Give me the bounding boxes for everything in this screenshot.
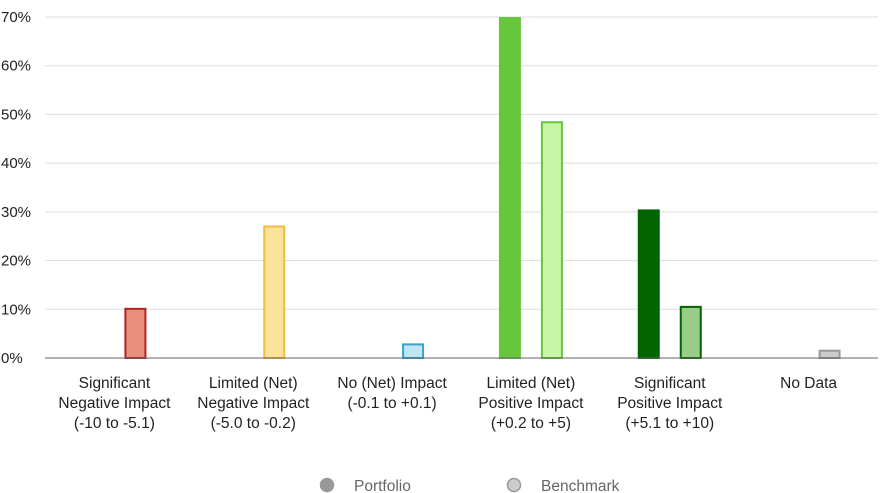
legend-label: Benchmark	[541, 478, 620, 493]
benchmark-bar-5	[818, 349, 841, 359]
legend-marker	[506, 477, 522, 493]
category-label: Significant	[79, 375, 151, 392]
gridlines	[45, 16, 878, 310]
benchmark-bar-4	[679, 305, 702, 359]
legend: Portfolio Benchmark	[319, 477, 620, 493]
benchmark-bar-0	[124, 307, 147, 359]
y-tick-label: 10%	[1, 301, 31, 318]
category-label: (+0.2 to +5)	[491, 415, 571, 432]
category-label: Significant	[634, 375, 706, 392]
bars	[124, 17, 841, 360]
category-label: Limited (Net)	[209, 375, 298, 392]
benchmark-bar-1	[263, 225, 286, 359]
benchmark-bar-3	[540, 121, 563, 360]
x-axis-labels: Significant Negative Impact (-10 to -5.1) L…	[58, 375, 837, 432]
y-tick-label: 60%	[1, 58, 31, 75]
category-label: Limited (Net)	[487, 375, 576, 392]
benchmark-bar-2	[402, 343, 425, 359]
category-label: Negative Impact	[197, 395, 310, 412]
y-tick-label: 70%	[1, 9, 31, 26]
category-label: Positive Impact	[478, 395, 584, 412]
y-tick-label: 40%	[1, 155, 31, 172]
category-label: (+5.1 to +10)	[625, 415, 714, 432]
y-tick-label: 20%	[1, 253, 31, 270]
category-label: Negative Impact	[58, 395, 171, 412]
category-label: (-10 to -5.1)	[74, 415, 155, 432]
y-axis-ticks: 0% 10% 20% 30% 40% 50% 60% 70%	[1, 9, 31, 367]
category-label: (-0.1 to +0.1)	[347, 395, 436, 412]
legend-label: Portfolio	[354, 478, 411, 493]
legend-marker	[319, 477, 335, 493]
portfolio-bar-3	[498, 17, 521, 359]
portfolio-bar-4	[637, 209, 660, 359]
y-tick-label: 0%	[1, 350, 23, 367]
y-tick-label: 30%	[1, 204, 31, 221]
category-label: No (Net) Impact	[337, 375, 447, 392]
y-tick-label: 50%	[1, 106, 31, 123]
category-label: (-5.0 to -0.2)	[211, 415, 296, 432]
category-label: Positive Impact	[617, 395, 723, 412]
category-label: No Data	[780, 375, 837, 392]
